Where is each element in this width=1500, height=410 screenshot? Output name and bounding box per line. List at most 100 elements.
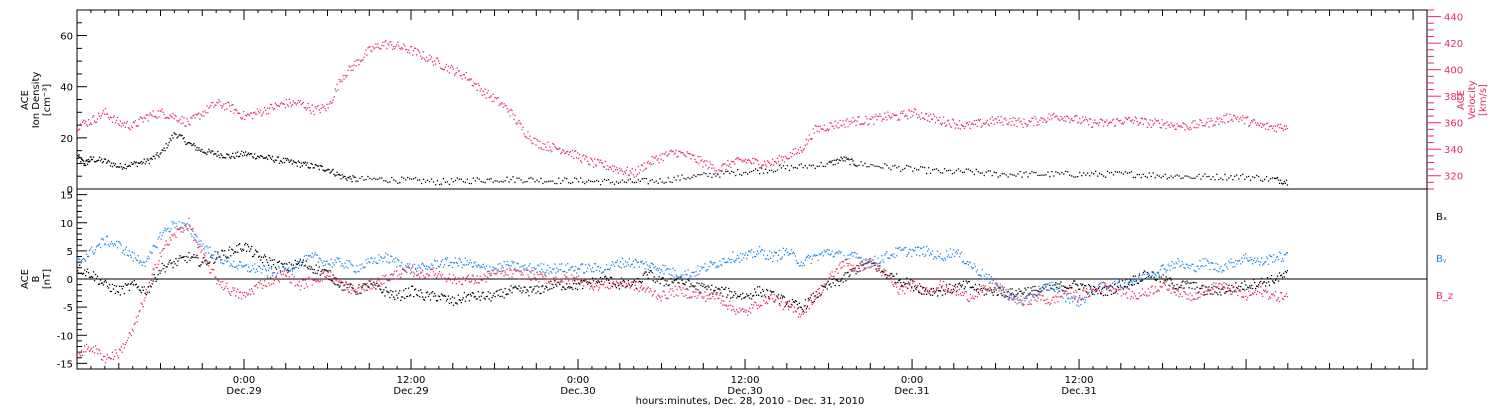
velocity-point (597, 159, 600, 161)
velocity-point (657, 157, 659, 160)
velocity-point (895, 114, 897, 116)
density-point (920, 166, 922, 168)
b-by-point (316, 254, 318, 256)
velocity-point (1262, 123, 1264, 125)
b-by-point (1205, 264, 1207, 267)
b-by-point (207, 247, 209, 249)
b-bz-point (215, 276, 217, 278)
density-point (623, 181, 626, 183)
density-point (319, 165, 321, 167)
b-by-point (499, 263, 501, 265)
density-point (341, 174, 343, 176)
velocity-point (541, 148, 543, 150)
b-bz-point (335, 279, 337, 282)
b-bz-point (119, 349, 121, 351)
velocity-point (414, 47, 416, 49)
density-point (310, 162, 312, 165)
velocity-point (205, 112, 207, 114)
velocity-point (389, 41, 391, 43)
velocity-point (751, 162, 753, 165)
density-point (462, 181, 464, 183)
b-bx-point (530, 286, 532, 288)
velocity-point (641, 164, 643, 167)
b-bx-point (936, 295, 939, 297)
density-point (1059, 173, 1061, 175)
b-bz-point (375, 284, 377, 287)
velocity-point (191, 117, 193, 120)
velocity-point (480, 88, 482, 90)
b-by-point (975, 271, 977, 273)
b-bx-point (539, 292, 541, 295)
b-by-point (1180, 264, 1182, 267)
b-bx-point (693, 286, 695, 288)
b-bx-point (135, 283, 137, 285)
b-by-point (1036, 289, 1038, 292)
b-by-point (80, 262, 82, 264)
velocity-point (119, 120, 121, 122)
b-by-point (419, 266, 421, 268)
b-bx-point (839, 280, 841, 282)
b-bx-point (1224, 292, 1226, 294)
b-bx-point (267, 264, 270, 266)
b-by-point (273, 272, 276, 274)
density-point (566, 178, 568, 180)
b-by-point (82, 258, 84, 260)
b-by-point (1008, 295, 1010, 297)
b-bz-point (115, 352, 118, 354)
velocity-point (525, 136, 527, 138)
b-bz-point (446, 279, 449, 281)
b-by-point (1141, 274, 1143, 276)
velocity-point (673, 153, 675, 155)
b-bx-point (650, 270, 652, 272)
b-bx-point (1023, 291, 1025, 294)
b-bx-point (256, 251, 259, 253)
density-point (150, 157, 152, 159)
density-point (808, 164, 810, 166)
b-by-point (473, 262, 475, 264)
velocity-point (1090, 118, 1092, 121)
density-point (120, 166, 122, 168)
velocity-point (1171, 124, 1173, 126)
b-bz-point (394, 270, 396, 272)
density-point (1244, 178, 1246, 180)
velocity-point (314, 106, 316, 108)
b-bx-point (1264, 281, 1266, 283)
b-bx-point (373, 281, 375, 283)
b-by-point (699, 270, 701, 272)
b-by-point (905, 246, 907, 249)
b-bz-point (296, 284, 298, 286)
density-point (552, 180, 554, 182)
density-point (480, 180, 482, 183)
velocity-point (303, 107, 305, 109)
b-bx-point (1093, 285, 1095, 287)
density-point (1051, 171, 1053, 173)
velocity-point (701, 159, 703, 161)
b-bz-point (117, 357, 120, 359)
b-by-point (390, 255, 392, 257)
density-point (484, 181, 486, 184)
b-bx-point (390, 290, 392, 292)
density-point (1218, 178, 1220, 181)
b-bz-point (147, 286, 149, 288)
density-point (591, 181, 594, 183)
b-by-point (1111, 285, 1114, 288)
b-bx-point (731, 291, 733, 293)
b-bz-point (142, 306, 144, 308)
density-point (1067, 171, 1069, 173)
b-bx-point (1280, 274, 1283, 276)
b-by-point (470, 262, 472, 264)
velocity-point (1178, 125, 1180, 127)
velocity-point (261, 113, 264, 115)
b-bx-point (992, 294, 994, 296)
density-point (247, 153, 249, 155)
b-by-point (1215, 262, 1217, 264)
velocity-point (1213, 123, 1215, 126)
b-by-point (401, 261, 403, 264)
velocity-point (118, 124, 121, 126)
density-point (1126, 172, 1129, 174)
density-point (504, 180, 506, 182)
velocity-point (1243, 117, 1245, 119)
density-point (1043, 174, 1045, 176)
density-point (1256, 174, 1258, 177)
density-point (182, 138, 184, 140)
